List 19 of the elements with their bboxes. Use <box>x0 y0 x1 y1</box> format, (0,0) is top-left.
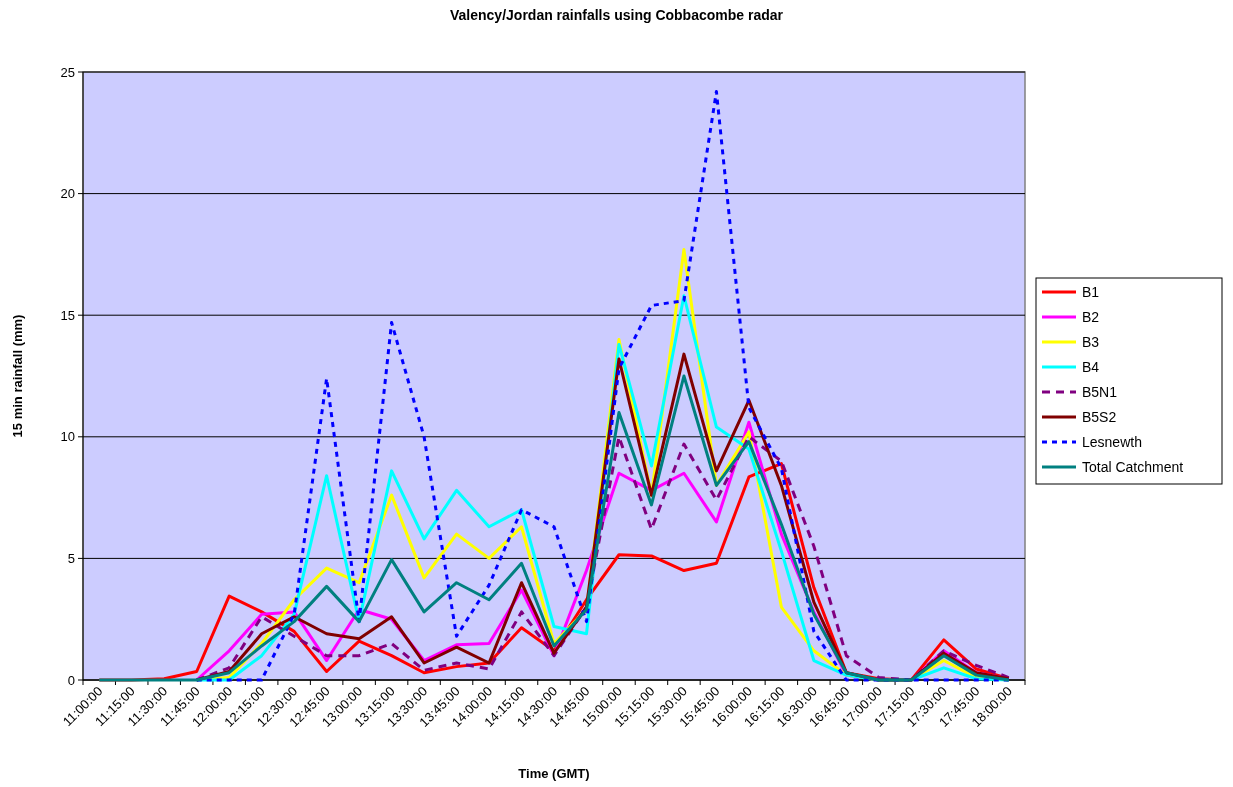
legend-label: Lesnewth <box>1082 433 1142 450</box>
line-series <box>97 374 1011 682</box>
legend-label: B3 <box>1082 333 1100 350</box>
legend-label: B5N1 <box>1082 383 1118 400</box>
chart-title: Valency/Jordan rainfalls using Cobbacombe radar <box>450 7 784 23</box>
x-axis-title: Time (GMT) <box>518 766 590 781</box>
y-tick-label: 10 <box>60 429 75 445</box>
y-axis-title: 15 min rainfall (mm) <box>10 314 25 438</box>
line-series <box>195 89 1011 682</box>
legend-label: Total Catchment <box>1082 458 1184 475</box>
legend-label: B2 <box>1082 308 1100 325</box>
legend-label: B4 <box>1082 358 1100 375</box>
legend-label: B1 <box>1082 283 1100 300</box>
legend-label: B5S2 <box>1082 408 1117 425</box>
y-tick-label: 20 <box>60 186 75 202</box>
y-tick-label: 5 <box>67 550 75 566</box>
y-tick-label: 25 <box>60 64 75 80</box>
y-tick-label: 0 <box>67 672 75 688</box>
y-tick-label: 15 <box>60 307 75 323</box>
